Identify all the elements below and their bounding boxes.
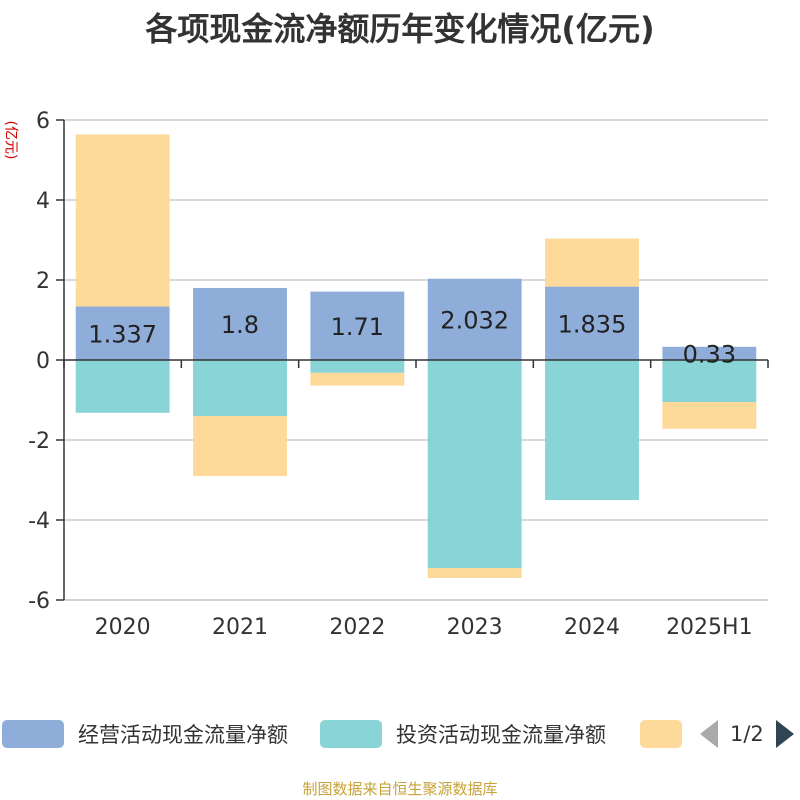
x-tick-label: 2024 <box>564 615 620 640</box>
y-tick-label: -2 <box>28 429 50 454</box>
data-label: 1.8 <box>221 311 259 339</box>
legend-item-investing[interactable]: 投资活动现金流量净额 <box>320 716 606 752</box>
x-tick-label: 2022 <box>329 615 385 640</box>
bar-series-2-2021[interactable] <box>193 416 287 476</box>
legend-swatch-investing <box>320 720 382 748</box>
bar-series-2-2020[interactable] <box>76 135 170 307</box>
data-label: 1.337 <box>88 320 157 348</box>
x-tick-label: 2020 <box>95 615 151 640</box>
legend-pager: 1/2 <box>700 716 794 752</box>
bar-series-1-2020[interactable] <box>76 360 170 413</box>
data-source-note: 制图数据来自恒生聚源数据库 <box>0 778 800 799</box>
bar-series-2-2024[interactable] <box>545 239 639 287</box>
y-tick-label: 2 <box>36 269 50 294</box>
bar-series-1-2021[interactable] <box>193 360 287 416</box>
legend-label-investing: 投资活动现金流量净额 <box>396 719 606 749</box>
legend-prev-arrow-icon[interactable] <box>700 720 718 748</box>
bars <box>76 135 757 578</box>
legend-swatch-financing <box>640 720 682 748</box>
y-tick-label: -4 <box>28 509 50 534</box>
y-tick-label: 4 <box>36 189 50 214</box>
x-tick-label: 2025H1 <box>666 615 753 640</box>
y-tick-label: -6 <box>28 589 50 614</box>
legend-item-operating[interactable]: 经营活动现金流量净额 <box>2 716 288 752</box>
y-tick-label: 6 <box>36 109 50 134</box>
legend-swatch-operating <box>2 720 64 748</box>
data-label: 0.33 <box>683 340 736 368</box>
data-label: 1.835 <box>558 310 627 338</box>
legend-page-indicator: 1/2 <box>730 722 764 746</box>
data-label: 2.032 <box>440 306 509 334</box>
data-label: 1.71 <box>331 313 384 341</box>
x-tick-label: 2023 <box>447 615 503 640</box>
legend: 经营活动现金流量净额 投资活动现金流量净额 <box>0 716 800 756</box>
chart-plot: 6 4 2 0 -2 -4 -6 2020 2021 2022 2023 2024 2025H1 1.3… <box>0 0 800 700</box>
bar-series-1-2024[interactable] <box>545 360 639 500</box>
x-tick-label: 2021 <box>212 615 268 640</box>
bar-series-1-2022[interactable] <box>310 360 404 373</box>
y-tick-label: 0 <box>36 349 50 374</box>
bar-series-2-2025H1[interactable] <box>662 402 756 429</box>
bar-series-2-2022[interactable] <box>310 373 404 386</box>
bar-series-2-2023[interactable] <box>428 568 522 578</box>
legend-item-financing[interactable] <box>640 716 682 752</box>
bar-series-1-2023[interactable] <box>428 360 522 568</box>
legend-label-operating: 经营活动现金流量净额 <box>78 719 288 749</box>
legend-next-arrow-icon[interactable] <box>776 720 794 748</box>
